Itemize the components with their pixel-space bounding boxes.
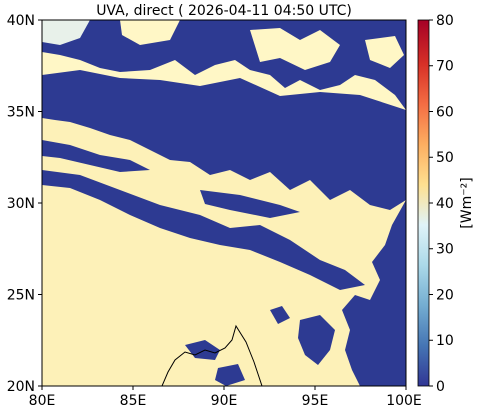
- y-tick-label: 20N: [7, 379, 35, 395]
- colorbar-label: [Wm⁻²]: [459, 177, 475, 228]
- cloud-cells-southeast: [298, 315, 335, 365]
- cloud-band-main: [42, 70, 406, 210]
- colorbar-tick-label: 60: [436, 105, 454, 121]
- colorbar-tick-label: 50: [436, 150, 454, 166]
- cloud-cells-south: [270, 306, 290, 324]
- colorbar-tick-label: 10: [436, 333, 454, 349]
- colorbar-tick-label: 0: [436, 379, 445, 395]
- cloud-streak: [42, 170, 365, 290]
- clear-patch: [250, 28, 340, 70]
- clear-patch: [42, 20, 90, 45]
- x-tick-label: 100E: [386, 393, 422, 409]
- colorbar-tick-label: 80: [436, 13, 454, 29]
- colorbar-tick-label: 40: [436, 196, 454, 212]
- clear-patch: [120, 20, 180, 45]
- y-tick-label: 40N: [7, 13, 35, 29]
- x-tick-label: 90E: [211, 393, 238, 409]
- y-tick-label: 30N: [7, 196, 35, 212]
- colorbar-tick-label: 20: [436, 288, 454, 304]
- coastline: [161, 324, 263, 386]
- colorbar-tick-label: 70: [436, 59, 454, 75]
- y-tick-label: 25N: [7, 288, 35, 304]
- clear-patch: [365, 36, 404, 68]
- cloud-cells-south: [215, 364, 245, 386]
- y-axis: 40N 35N 30N 25N 20N: [7, 13, 42, 395]
- x-tick-label: 80E: [29, 393, 56, 409]
- colorbar-bar: [417, 19, 430, 387]
- x-tick-label: 85E: [120, 393, 147, 409]
- cloud-mass-east: [342, 200, 406, 386]
- x-axis: 80E 85E 90E 95E 100E: [29, 386, 422, 409]
- y-tick-label: 35N: [7, 105, 35, 121]
- map-area: [42, 20, 406, 386]
- colorbar-ticks: [429, 19, 433, 387]
- colorbar-tick-label: 30: [436, 242, 454, 258]
- cloud-streak: [200, 190, 300, 218]
- cloud-streak: [42, 140, 150, 172]
- map-title: UVA, direct ( 2026-04-11 04:50 UTC): [96, 3, 352, 19]
- x-tick-label: 95E: [302, 393, 329, 409]
- colorbar: 0 10 20 30 40 50 60 70 80 [Wm⁻²]: [417, 13, 475, 395]
